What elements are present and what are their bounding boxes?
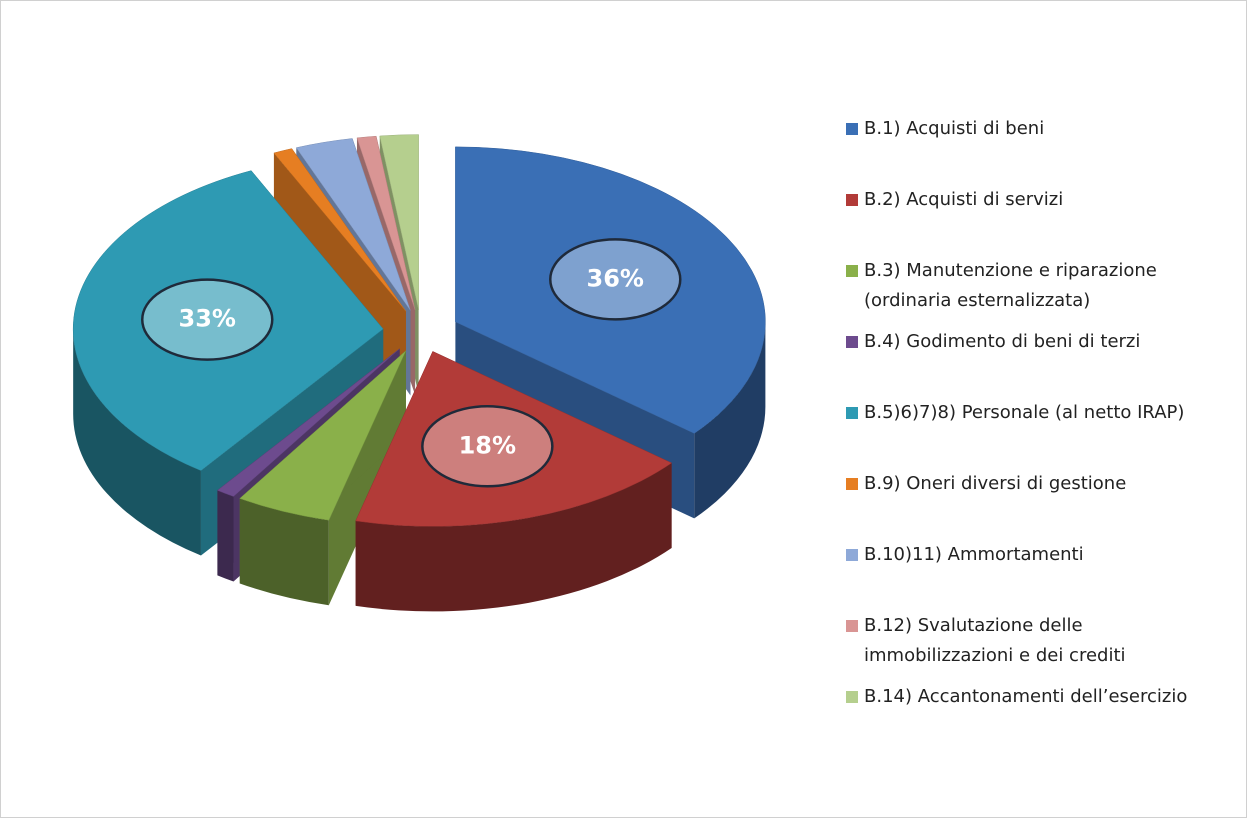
legend-swatch <box>846 194 858 206</box>
legend-label: B.5)6)7)8) Personale (al netto IRAP) <box>864 402 1185 423</box>
legend-item: B.12) Svalutazione delle immobilizzazion… <box>846 611 1236 671</box>
legend-label: B.14) Accantonamenti dell’esercizio <box>864 686 1188 707</box>
slice <box>355 351 673 527</box>
legend-swatch <box>846 407 858 419</box>
slice <box>295 138 411 311</box>
legend-swatch <box>846 691 858 703</box>
legend-swatch <box>846 478 858 490</box>
slice-side <box>217 490 234 582</box>
data-label: 18% <box>459 431 516 459</box>
legend-label: B.9) Oneri diversi di gestione <box>864 473 1127 494</box>
slice <box>356 135 416 310</box>
legend-swatch <box>846 265 858 277</box>
slice <box>72 170 384 471</box>
legend-item: B.14) Accantonamenti dell’esercizio <box>846 682 1236 712</box>
legend-label: B.10)11) Ammortamenti <box>864 544 1084 565</box>
slice-side <box>73 328 201 556</box>
data-label-bubble <box>421 405 554 488</box>
slice-side <box>694 321 766 519</box>
slice <box>239 350 407 521</box>
legend-item: B.3) Manutenzione e riparazione (ordinar… <box>846 256 1236 316</box>
data-label-bubble <box>141 278 274 361</box>
slice <box>216 348 400 497</box>
legend-swatch <box>846 549 858 561</box>
legend-item: B.2) Acquisti di servizi <box>846 185 1236 215</box>
data-label: 33% <box>179 305 236 333</box>
legend-label: B.4) Godimento di beni di terzi <box>864 331 1141 352</box>
data-label-bubble <box>549 238 682 321</box>
legend-swatch <box>846 123 858 135</box>
legend-swatch <box>846 336 858 348</box>
legend-item: B.4) Godimento di beni di terzi <box>846 327 1236 357</box>
slice <box>273 148 407 312</box>
data-label: 36% <box>587 264 644 292</box>
legend-label: B.2) Acquisti di servizi <box>864 189 1064 210</box>
legend-item: B.1) Acquisti di beni <box>846 114 1236 144</box>
legend-item: B.9) Oneri diversi di gestione <box>846 469 1236 499</box>
slice-side <box>355 462 672 612</box>
legend-label: B.1) Acquisti di beni <box>864 118 1045 139</box>
legend-label: B.12) Svalutazione delle immobilizzazion… <box>864 615 1126 666</box>
legend-item: B.10)11) Ammortamenti <box>846 540 1236 570</box>
slice <box>455 146 766 434</box>
legend-swatch <box>846 620 858 632</box>
legend-label: B.3) Manutenzione e riparazione (ordinar… <box>864 260 1157 311</box>
slice <box>379 134 419 310</box>
legend-item: B.5)6)7)8) Personale (al netto IRAP) <box>846 398 1236 428</box>
slice-side <box>239 498 329 606</box>
